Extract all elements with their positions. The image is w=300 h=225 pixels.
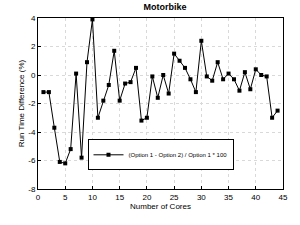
svg-text:-2: -2 — [28, 99, 36, 108]
svg-text:2: 2 — [31, 42, 36, 51]
svg-text:10: 10 — [88, 193, 97, 202]
svg-text:5: 5 — [63, 193, 68, 202]
svg-text:0: 0 — [31, 71, 36, 80]
svg-text:Number of Cores: Number of Cores — [130, 202, 191, 211]
svg-text:25: 25 — [170, 193, 179, 202]
svg-text:30: 30 — [197, 193, 206, 202]
svg-text:4: 4 — [31, 14, 36, 23]
svg-text:Motorbike: Motorbike — [143, 2, 186, 12]
svg-text:35: 35 — [224, 193, 233, 202]
svg-text:-4: -4 — [28, 128, 36, 137]
svg-text:40: 40 — [251, 193, 260, 202]
svg-text:20: 20 — [142, 193, 151, 202]
svg-text:-6: -6 — [28, 156, 36, 165]
svg-text:15: 15 — [115, 193, 124, 202]
svg-text:-8: -8 — [28, 185, 36, 194]
svg-text:45: 45 — [279, 193, 288, 202]
svg-text:compareTool, 2016-01-17: compareTool, 2016-01-17 — [11, 224, 68, 225]
svg-text:0: 0 — [36, 193, 41, 202]
svg-text:Run Time Difference (%): Run Time Difference (%) — [17, 59, 26, 147]
svg-text:(Option 1 - Option 2) / Option: (Option 1 - Option 2) / Option 1 * 100 — [129, 152, 228, 158]
